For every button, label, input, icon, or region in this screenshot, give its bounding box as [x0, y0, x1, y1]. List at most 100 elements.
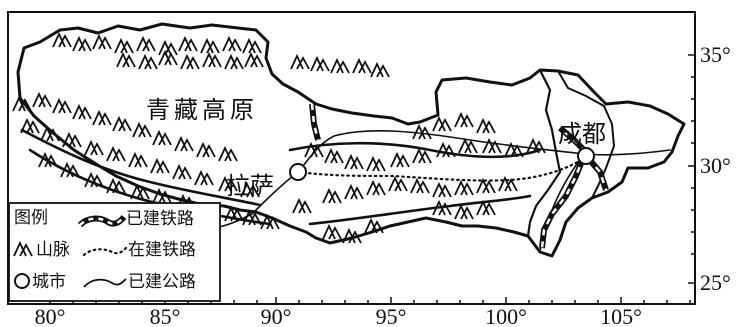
mountain-glyph: [20, 117, 40, 134]
mountain-glyph: [222, 35, 242, 52]
legend-railway-built-label: 已建铁路: [126, 209, 194, 229]
mountain-glyph: [194, 169, 214, 186]
mountain-glyph: [322, 223, 342, 240]
mountain-glyph: [292, 197, 312, 214]
mountain-glyph: [174, 135, 194, 152]
mountain-glyph: [454, 203, 474, 220]
legend-railway-built-symbol: [77, 215, 127, 228]
lon-tick-90: 90°: [261, 304, 292, 327]
mountain-glyph: [240, 181, 260, 198]
mountain-glyph: [138, 53, 158, 70]
mountain-glyph: [412, 123, 432, 140]
mountain-glyph: [218, 145, 238, 162]
mountain-glyph: [290, 53, 310, 70]
mountain-glyph: [224, 53, 244, 70]
legend-railway-building-symbol: [82, 246, 128, 257]
mountain-glyph: [458, 137, 478, 154]
lat-tick-30: 30°: [700, 153, 731, 178]
mountain-glyph: [200, 37, 220, 54]
mountain-glyph: [410, 177, 430, 194]
mountain-glyph: [476, 177, 496, 194]
lon-tick-100: 100°: [485, 304, 527, 327]
mountain-glyph: [344, 153, 364, 170]
mountain-glyph: [244, 51, 264, 68]
mountain-glyph: [136, 35, 156, 52]
lhasa-city-marker: [289, 163, 307, 181]
mountain-glyph: [92, 109, 112, 126]
mountain-glyph: [132, 121, 152, 138]
legend-railway-building-label: 在建铁路: [128, 240, 196, 260]
mountain-glyph: [60, 161, 80, 178]
mountain-glyph: [130, 183, 150, 200]
mountain-glyph: [38, 151, 58, 168]
mountain-glyph: [432, 181, 452, 198]
mountain-glyph: [116, 51, 136, 68]
mountain-glyph: [476, 117, 496, 134]
mountain-glyph: [366, 155, 386, 172]
mountain-glyph: [152, 187, 172, 204]
mountain-glyph: [180, 53, 200, 70]
mountain-glyph: [432, 199, 452, 216]
lon-tick-85: 85°: [150, 304, 181, 327]
mountain-glyph: [152, 129, 172, 146]
mountain-glyph: [218, 175, 238, 192]
mountain-glyph: [114, 37, 134, 54]
chengdu-label: 成都: [558, 120, 606, 148]
mountain-glyph: [454, 111, 474, 128]
mountain-glyph: [322, 187, 342, 204]
mountain-glyph: [52, 31, 72, 48]
latitude-ticks: [688, 54, 695, 284]
mountain-glyph: [412, 147, 432, 164]
chengdu-city-marker: [577, 147, 595, 165]
mountain-glyph: [476, 199, 496, 216]
mountain-glyph: [150, 157, 170, 174]
mountain-glyph: [436, 141, 456, 158]
mountain-glyph: [454, 179, 474, 196]
railway-under-construction: [296, 156, 586, 182]
mountain-glyph: [342, 227, 362, 244]
mountain-glyph: [352, 57, 372, 74]
mountain-glyph: [172, 163, 192, 180]
mountain-glyph: [92, 33, 112, 50]
mountain-glyph: [242, 209, 262, 226]
lon-tick-80: 80°: [35, 304, 66, 327]
mountain-glyph: [432, 115, 452, 132]
mountain-glyph: [84, 139, 104, 156]
mountain-glyph: [388, 175, 408, 192]
legend-title: 图例: [14, 208, 48, 228]
mountain-glyph: [158, 49, 178, 66]
mountain-glyph: [84, 171, 104, 188]
mountain-glyph: [196, 141, 216, 158]
mountain-glyph: [330, 57, 350, 74]
lon-tick-95: 95°: [376, 304, 407, 327]
mountain-glyph: [62, 131, 82, 148]
mountain-glyph: [158, 39, 178, 56]
mountain-glyph: [72, 35, 92, 52]
mountain-glyph: [32, 91, 52, 108]
mountain-glyph: [12, 95, 32, 112]
mountain-glyph: [128, 151, 148, 168]
map-frame: [7, 11, 696, 305]
legend: 图例 已建铁路 山脉 在建铁路 城市 已建公路: [8, 202, 221, 302]
mountain-glyph: [310, 55, 330, 72]
mountain-glyph: [482, 137, 502, 154]
mountain-glyph: [106, 145, 126, 162]
lat-tick-25: 25°: [700, 270, 731, 295]
legend-mountain-symbol: [13, 240, 33, 257]
lon-tick-105: 105°: [600, 304, 642, 327]
legend-city-symbol: [14, 273, 30, 289]
mountain-glyph: [40, 125, 60, 142]
mountain-glyph: [72, 103, 92, 120]
legend-road-built-label: 已建公路: [128, 272, 196, 292]
mountain-glyph: [260, 213, 280, 230]
mountain-glyph: [112, 115, 132, 132]
mountain-glyph: [106, 177, 126, 194]
lat-tick-35: 35°: [700, 42, 731, 67]
legend-mountain-label: 山脉: [36, 240, 70, 260]
mountain-glyph: [366, 179, 386, 196]
lhasa-label: 拉萨: [226, 172, 274, 200]
mountain-glyph: [344, 183, 364, 200]
mountain-glyph: [224, 205, 244, 222]
